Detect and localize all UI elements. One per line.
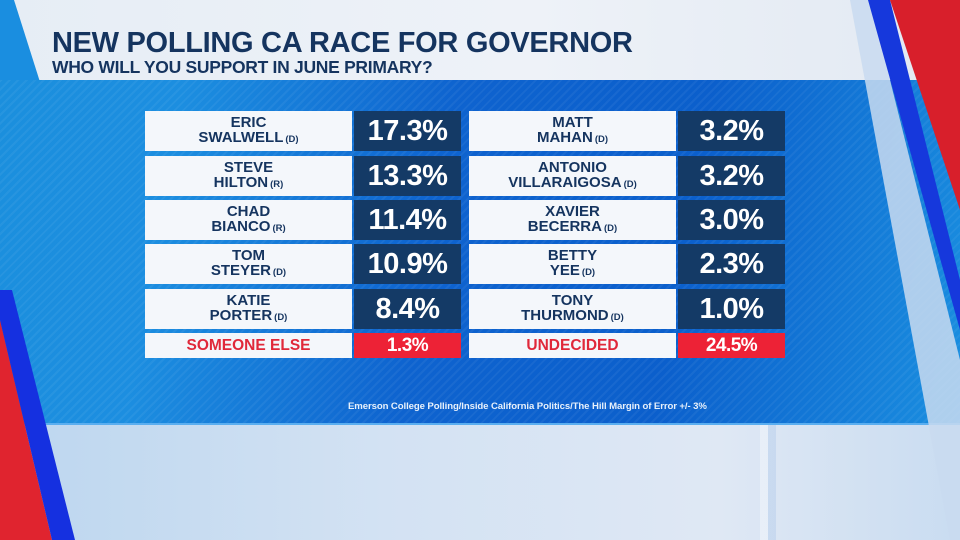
first-name: TONY xyxy=(551,292,594,309)
candidate-name: ERIC SWALWELL (D) xyxy=(145,111,352,151)
candidate-row: TOM STEYER (D) 10.9% xyxy=(145,244,461,284)
undecided-row: UNDECIDED 24.5% xyxy=(469,333,785,358)
last-name: MAHAN xyxy=(536,129,593,146)
someone-else-value: 1.3% xyxy=(354,333,461,358)
candidate-name: BETTY YEE (D) xyxy=(469,244,676,284)
support-value: 2.3% xyxy=(678,244,785,284)
candidate-name: TONY THURMOND (D) xyxy=(469,289,676,329)
support-value: 11.4% xyxy=(354,200,461,240)
last-name: HILTON xyxy=(213,174,269,191)
party-badge: (R) xyxy=(272,223,286,234)
someone-else-row: SOMEONE ELSE 1.3% xyxy=(145,333,461,358)
support-value: 10.9% xyxy=(354,244,461,284)
candidate-row: ERIC SWALWELL (D) 17.3% xyxy=(145,111,461,151)
candidate-name: XAVIER BECERRA (D) xyxy=(469,200,676,240)
candidate-row: XAVIER BECERRA (D) 3.0% xyxy=(469,200,785,240)
candidate-row: ANTONIO VILLARAIGOSA (D) 3.2% xyxy=(469,156,785,196)
candidate-row: CHAD BIANCO (R) 11.4% xyxy=(145,200,461,240)
candidate-name: STEVE HILTON (R) xyxy=(145,156,352,196)
candidate-name: CHAD BIANCO (R) xyxy=(145,200,352,240)
party-badge: (D) xyxy=(274,312,288,323)
support-value: 13.3% xyxy=(354,156,461,196)
candidate-row: TONY THURMOND (D) 1.0% xyxy=(469,289,785,329)
page-subtitle: WHO WILL YOU SUPPORT IN JUNE PRIMARY? xyxy=(52,57,433,77)
candidate-name: TOM STEYER (D) xyxy=(145,244,352,284)
last-name: PORTER xyxy=(209,307,273,324)
last-name: YEE xyxy=(549,262,580,279)
party-badge: (D) xyxy=(623,179,637,190)
first-name: STEVE xyxy=(223,159,274,176)
first-name: ANTONIO xyxy=(538,159,607,176)
candidate-row: KATIE PORTER (D) 8.4% xyxy=(145,289,461,329)
someone-else-label: SOMEONE ELSE xyxy=(145,333,352,358)
first-name: XAVIER xyxy=(545,203,600,220)
support-value: 17.3% xyxy=(354,111,461,151)
first-name: MATT xyxy=(552,114,593,131)
candidate-row: BETTY YEE (D) 2.3% xyxy=(469,244,785,284)
header-background xyxy=(0,0,960,82)
first-name: BETTY xyxy=(547,247,598,264)
first-name: CHAD xyxy=(226,203,271,220)
band-divider xyxy=(0,423,960,425)
party-badge: (R) xyxy=(270,179,284,190)
party-badge: (D) xyxy=(594,134,609,145)
support-value: 3.0% xyxy=(678,200,785,240)
last-name: BIANCO xyxy=(211,218,271,235)
party-badge: (D) xyxy=(603,223,618,234)
party-badge: (D) xyxy=(581,267,596,278)
page-title: NEW POLLING CA RACE FOR GOVERNOR xyxy=(52,27,633,59)
support-value: 1.0% xyxy=(678,289,785,329)
candidate-name: ANTONIO VILLARAIGOSA (D) xyxy=(469,156,676,196)
undecided-label: UNDECIDED xyxy=(469,333,676,358)
party-badge: (D) xyxy=(272,267,287,278)
last-name: SWALWELL xyxy=(198,129,284,146)
candidate-row: MATT MAHAN (D) 3.2% xyxy=(469,111,785,151)
last-name: STEYER xyxy=(210,262,271,279)
party-badge: (D) xyxy=(285,134,299,145)
last-name: BECERRA xyxy=(527,218,602,235)
first-name: ERIC xyxy=(230,114,267,131)
first-name: KATIE xyxy=(226,292,271,309)
undecided-value: 24.5% xyxy=(678,333,785,358)
support-value: 3.2% xyxy=(678,156,785,196)
candidate-row: STEVE HILTON (R) 13.3% xyxy=(145,156,461,196)
candidate-name: KATIE PORTER (D) xyxy=(145,289,352,329)
support-value: 3.2% xyxy=(678,111,785,151)
last-name: VILLARAIGOSA xyxy=(508,174,622,191)
party-badge: (D) xyxy=(610,312,624,323)
support-value: 8.4% xyxy=(354,289,461,329)
first-name: TOM xyxy=(231,247,266,264)
candidate-name: MATT MAHAN (D) xyxy=(469,111,676,151)
bottom-background xyxy=(0,425,960,540)
last-name: THURMOND xyxy=(521,307,609,324)
source-note: Emerson College Polling/Inside Californi… xyxy=(348,401,707,412)
